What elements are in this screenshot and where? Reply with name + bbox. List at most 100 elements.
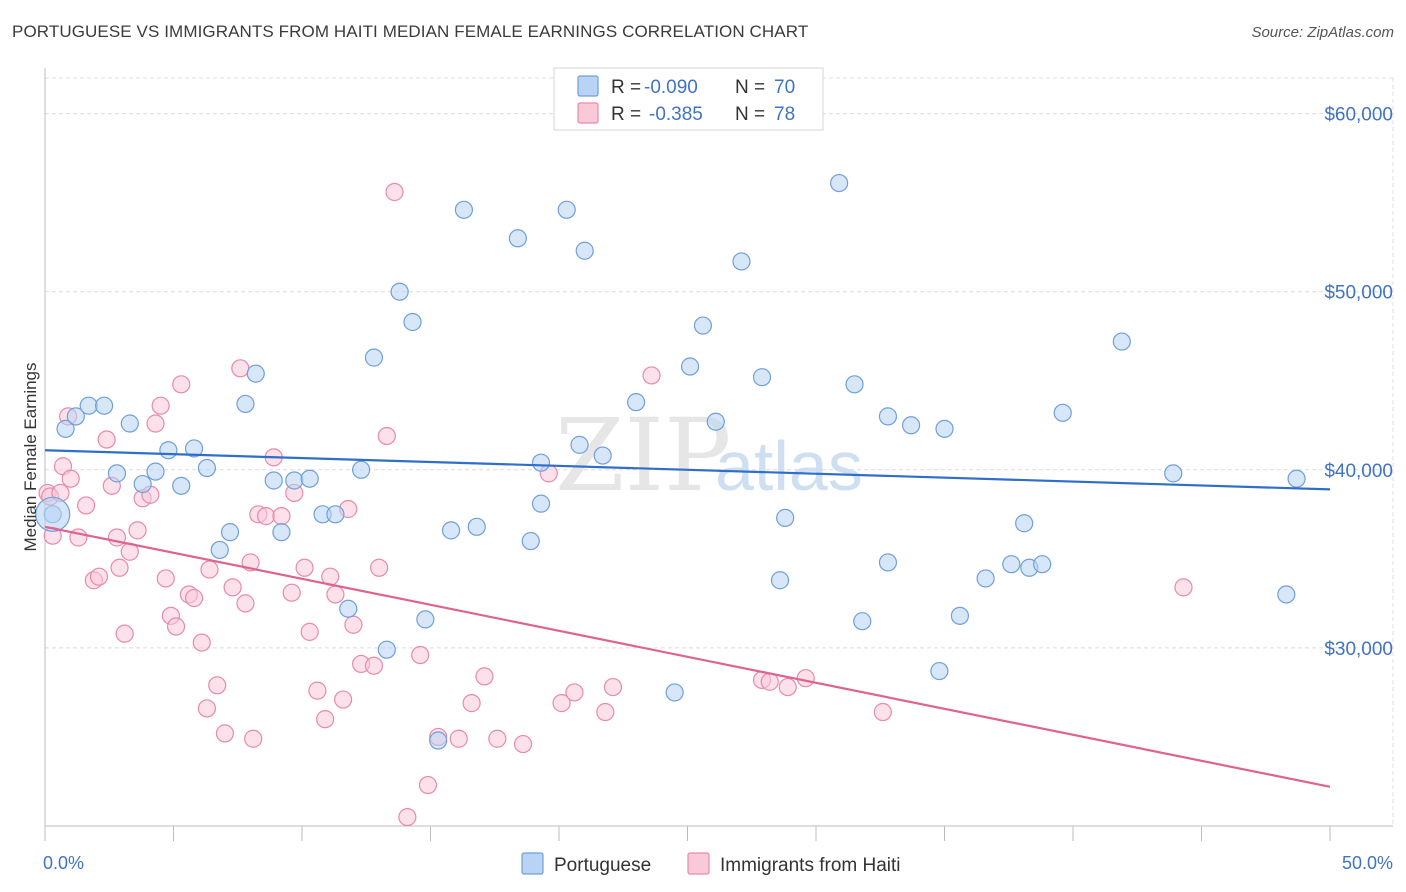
scatter-point: [79, 396, 98, 415]
legend-swatch-portuguese: [577, 75, 599, 97]
scatter-point: [151, 396, 170, 415]
scatter-point: [215, 724, 234, 743]
scatter-point: [1002, 555, 1021, 574]
scatter-point: [552, 694, 571, 713]
scatter-point: [352, 460, 371, 479]
scatter-point: [166, 617, 186, 636]
scatter-point: [853, 612, 872, 631]
chart-source: Source: ZipAtlas.com: [1251, 24, 1394, 41]
legend-r-label: R =: [611, 104, 641, 125]
scatter-point: [172, 375, 191, 394]
scatter-point: [398, 807, 417, 827]
scatter-point: [146, 462, 165, 481]
scatter-point: [1164, 464, 1183, 483]
legend-n-value: 70: [774, 77, 795, 98]
scatter-point: [418, 775, 438, 795]
scatter-point: [146, 414, 165, 433]
scatter-point: [364, 348, 384, 367]
scatter-point: [565, 683, 584, 702]
scatter-point: [200, 560, 219, 579]
scatter-point: [236, 594, 255, 613]
legend-label-haiti: Immigrants from Haiti: [720, 855, 901, 876]
scatter-point: [300, 622, 319, 641]
scatter-point: [66, 407, 85, 426]
scatter-point: [364, 656, 384, 675]
scatter-point: [776, 508, 795, 527]
scatter-point: [752, 368, 772, 387]
y-tick-labels: $30,000 $40,000 $50,000 $60,000: [1324, 105, 1393, 660]
legend-n-label: N =: [735, 104, 765, 125]
scatter-point: [878, 407, 898, 426]
scatter-point: [1277, 585, 1296, 604]
scatter-point: [462, 694, 481, 713]
scatter-point: [693, 316, 713, 335]
scatter-point: [370, 558, 389, 577]
legend-r-label: R =: [611, 77, 641, 98]
scatter-point: [508, 229, 527, 248]
scatter-point: [236, 394, 255, 414]
scatter-point: [256, 507, 276, 526]
scatter-point: [334, 690, 353, 709]
scatter-point: [873, 702, 892, 722]
scatter-point: [475, 667, 494, 686]
scatter-point: [454, 200, 474, 219]
scatter-point: [411, 645, 430, 665]
legend-box: [553, 67, 824, 131]
scatter-point: [184, 588, 204, 608]
legend-swatch-haiti: [577, 102, 599, 124]
scatter-point: [706, 412, 725, 431]
scatter-point: [531, 494, 551, 513]
scatter-point: [220, 523, 240, 542]
scatter-point: [1033, 555, 1052, 574]
y-tick-label: $50,000: [1324, 283, 1393, 304]
scatter-point: [531, 453, 551, 472]
scatter-point: [210, 540, 229, 560]
y-tick-label: $60,000: [1324, 105, 1393, 126]
scatter-point: [760, 672, 779, 691]
legend-n-value: 78: [774, 104, 795, 125]
scatter-point: [390, 282, 409, 301]
portuguese-points: [35, 173, 1306, 750]
haiti-points: [38, 182, 1193, 827]
scatter-point: [416, 610, 435, 629]
scatter-point: [77, 496, 96, 515]
scatter-point: [1053, 403, 1072, 422]
scatter-point: [732, 252, 751, 271]
scatter-point: [184, 439, 204, 458]
scatter-point: [115, 624, 134, 643]
scatter-point: [110, 558, 129, 577]
scatter-point: [97, 430, 116, 449]
scatter-point: [172, 476, 191, 495]
series-legend: Portuguese Immigrants from Haiti: [521, 852, 901, 876]
x-tick-labels: 0.0% 50.0%: [43, 853, 1393, 873]
scatter-point: [231, 359, 250, 378]
scatter-point: [107, 464, 127, 483]
scatter-point: [272, 507, 291, 526]
scatter-point: [1015, 514, 1034, 533]
scatter-point: [901, 416, 921, 435]
scatter-point: [976, 569, 995, 588]
scatter-point: [197, 699, 217, 718]
scatter-point: [159, 441, 178, 460]
scatter-point: [449, 729, 468, 748]
y-tick-label: $30,000: [1324, 639, 1393, 660]
scatter-point: [665, 683, 684, 702]
scatter-point: [285, 471, 304, 490]
scatter-point: [339, 599, 358, 618]
trend-lines: [44, 449, 1331, 788]
scatter-point: [120, 414, 139, 433]
watermark-atlas: atlas: [715, 427, 863, 505]
y-axis-label: Median Female Earnings: [21, 363, 40, 552]
scatter-point: [626, 393, 646, 412]
scatter-point: [377, 640, 396, 659]
legend-swatch-portuguese: [521, 852, 544, 875]
scatter-point: [344, 615, 363, 634]
scatter-point: [326, 505, 345, 524]
scatter-point: [316, 710, 335, 729]
scatter-point: [192, 633, 211, 652]
legend-swatch-haiti: [687, 852, 710, 875]
scatter-point: [56, 419, 75, 438]
scatter-point: [680, 357, 700, 376]
scatter-point: [244, 729, 263, 748]
